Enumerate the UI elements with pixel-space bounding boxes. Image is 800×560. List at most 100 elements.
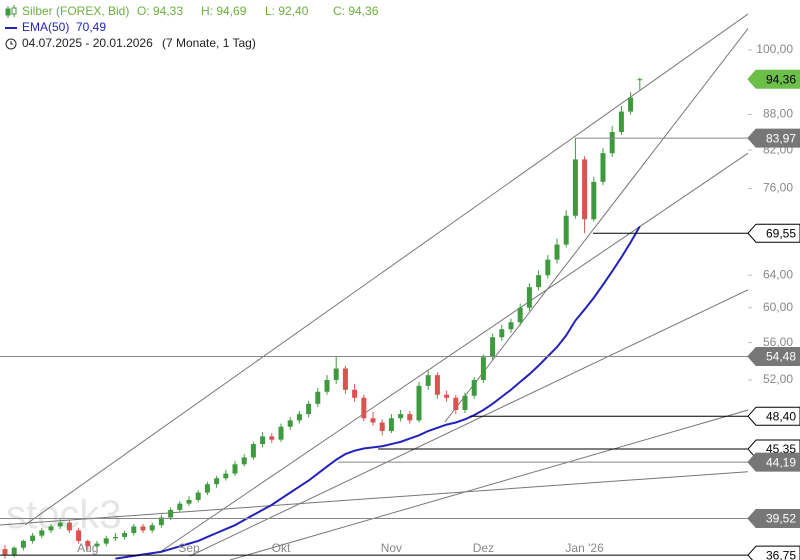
ohlc-close: C: 94,36 bbox=[333, 4, 379, 18]
candle-body bbox=[168, 509, 174, 518]
candle-body bbox=[94, 543, 100, 547]
trend-line bbox=[229, 409, 748, 560]
candle-body bbox=[582, 159, 588, 220]
candle-body bbox=[379, 422, 385, 432]
trend-line bbox=[24, 13, 748, 526]
candle-body bbox=[425, 375, 431, 386]
candle-body bbox=[444, 394, 450, 398]
period-note: (7 Monate, 1 Tag) bbox=[162, 36, 256, 50]
x-tick-label: Sep bbox=[178, 541, 200, 555]
ohlc-high: H: 94,69 bbox=[201, 4, 247, 18]
candle-body bbox=[287, 420, 293, 427]
period: 04.07.2025 - 20.01.2026 bbox=[22, 36, 153, 50]
candle-body bbox=[388, 418, 394, 432]
level-label: 94,36 bbox=[766, 72, 796, 86]
y-tick-label: 100,00 bbox=[756, 42, 793, 56]
candle-body bbox=[637, 79, 643, 81]
candle-body bbox=[517, 307, 523, 323]
watermark: stock3 bbox=[6, 493, 122, 537]
ohlc-low: L: 92,40 bbox=[265, 4, 309, 18]
x-tick-label: Okt bbox=[272, 541, 291, 555]
candle-body bbox=[20, 540, 26, 548]
candle-body bbox=[11, 547, 17, 555]
candle-body bbox=[241, 457, 247, 465]
y-tick-label: 64,00 bbox=[763, 267, 793, 281]
trend-line bbox=[444, 27, 748, 423]
candle-body bbox=[545, 259, 551, 276]
candle-body bbox=[223, 473, 229, 479]
level-tag bbox=[747, 128, 800, 148]
y-tick-label: 56,00 bbox=[763, 335, 793, 349]
candle-body bbox=[269, 436, 275, 440]
clock-icon bbox=[5, 38, 17, 50]
candle-body bbox=[39, 530, 45, 536]
candle-body bbox=[66, 522, 72, 531]
candle-body bbox=[554, 244, 560, 260]
ema-line bbox=[115, 225, 641, 560]
ema-value: 70,49 bbox=[76, 20, 106, 34]
trend-line bbox=[189, 289, 748, 557]
candle-body bbox=[591, 181, 597, 220]
x-tick-label: Dez bbox=[473, 541, 494, 555]
candle-body bbox=[30, 535, 36, 541]
candle-body bbox=[563, 215, 569, 245]
level-label: 83,97 bbox=[766, 131, 796, 145]
candle-body bbox=[214, 478, 220, 485]
candle-body bbox=[122, 533, 128, 537]
candle-body bbox=[434, 375, 440, 395]
candle-body bbox=[204, 484, 210, 493]
y-tick-label: 52,00 bbox=[763, 372, 793, 386]
candle-body bbox=[296, 414, 302, 421]
candle-body bbox=[2, 549, 8, 555]
level-label: 69,55 bbox=[766, 226, 796, 240]
candle-body bbox=[186, 499, 192, 504]
candle-body bbox=[526, 287, 532, 308]
candle-body bbox=[177, 503, 183, 510]
candle-body bbox=[57, 522, 63, 527]
level-tag bbox=[747, 346, 800, 366]
candle-body bbox=[250, 444, 256, 458]
candle-body bbox=[342, 368, 348, 390]
y-tick-label: 60,00 bbox=[763, 300, 793, 314]
level-label: 48,40 bbox=[766, 409, 796, 423]
candle-body bbox=[140, 526, 146, 531]
candle-body bbox=[600, 153, 606, 182]
candle-body bbox=[572, 159, 578, 216]
y-tick-label: 88,00 bbox=[763, 107, 793, 121]
trend-line bbox=[0, 471, 748, 526]
candle-body bbox=[361, 397, 367, 419]
candle-body bbox=[76, 530, 82, 541]
level-tag bbox=[747, 508, 800, 528]
candle-body bbox=[471, 379, 477, 396]
level-tag bbox=[747, 69, 800, 89]
candle-body bbox=[499, 329, 505, 338]
level-tag bbox=[747, 223, 800, 243]
candle-body bbox=[85, 540, 91, 547]
candle-body bbox=[453, 397, 459, 410]
candle-body bbox=[628, 97, 634, 112]
candle-body bbox=[333, 368, 339, 380]
candle-body bbox=[536, 275, 542, 288]
level-label: 44,19 bbox=[766, 455, 796, 469]
candle-body bbox=[103, 538, 109, 544]
candle-body bbox=[416, 385, 422, 421]
trend-line bbox=[159, 152, 748, 553]
candle-body bbox=[278, 426, 284, 440]
candle-body bbox=[618, 111, 624, 132]
legend: Silber (FOREX, Bid) O: 94,33 H: 94,69 L:… bbox=[5, 4, 379, 50]
candle-body bbox=[315, 391, 321, 404]
clock-hand bbox=[10, 41, 13, 45]
level-label: 54,48 bbox=[766, 350, 796, 364]
candle-body bbox=[490, 337, 496, 358]
instrument-title: Silber (FOREX, Bid) bbox=[22, 4, 129, 18]
candle-body bbox=[131, 526, 137, 534]
level-tag bbox=[747, 406, 800, 426]
level-tag bbox=[747, 545, 800, 560]
candle-body bbox=[370, 418, 376, 423]
x-tick-label: Nov bbox=[381, 541, 402, 555]
y-tick-label: 76,00 bbox=[763, 181, 793, 195]
candle-body bbox=[324, 379, 330, 392]
